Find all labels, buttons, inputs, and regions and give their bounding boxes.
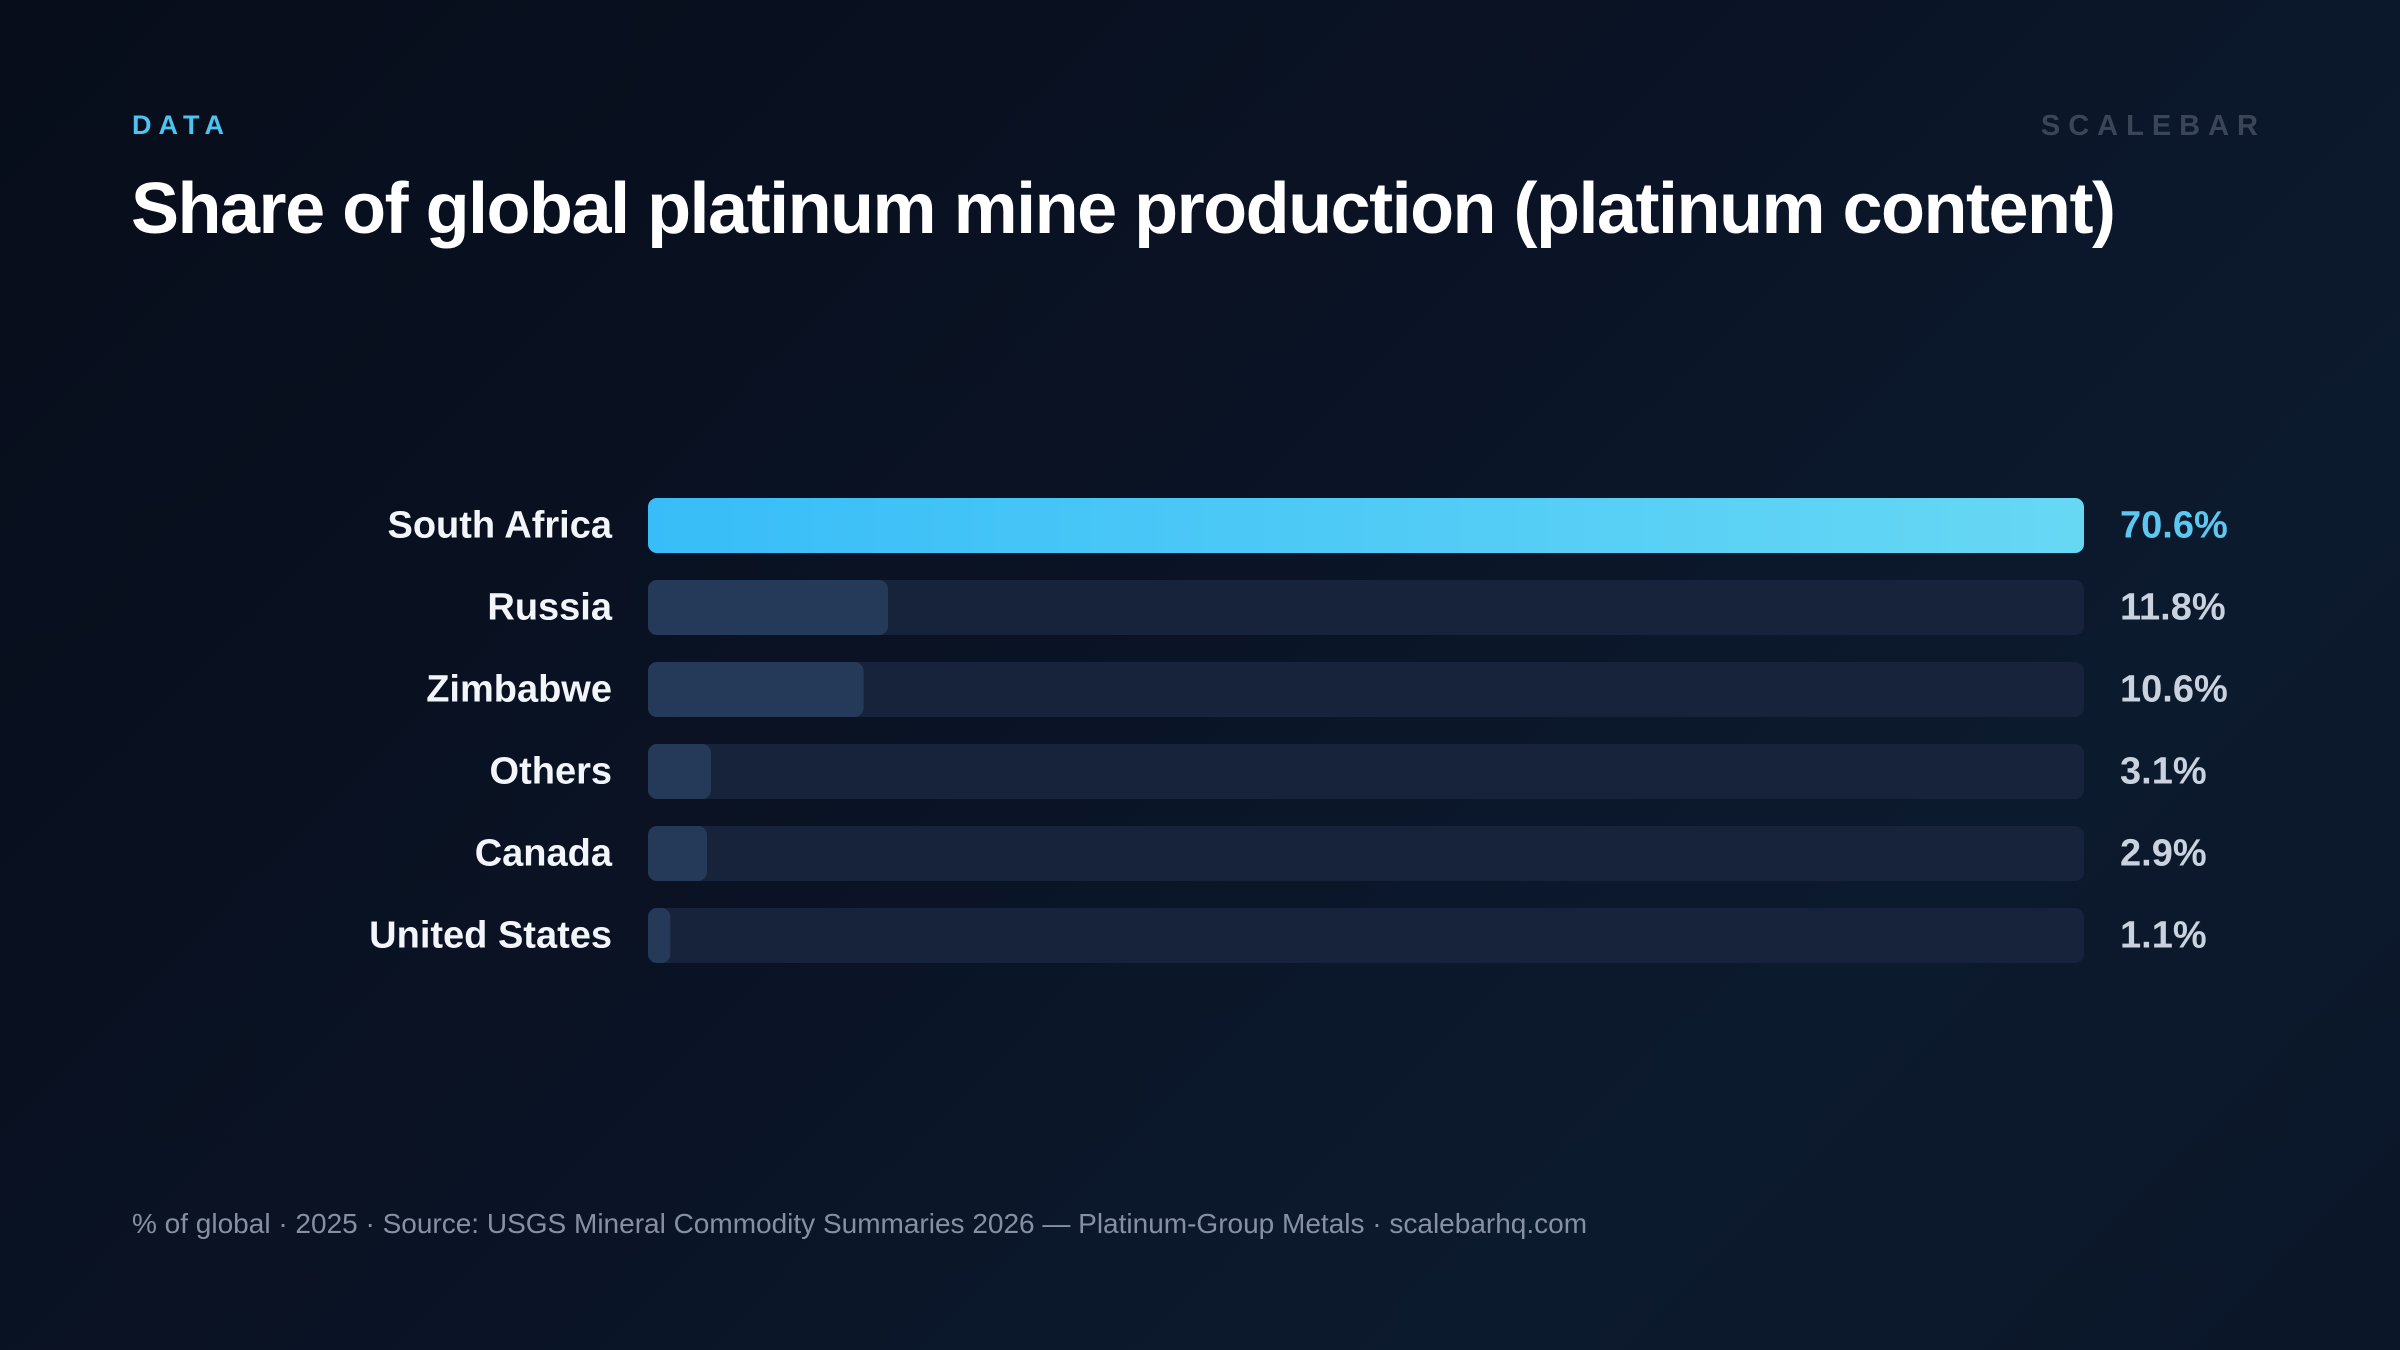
- value-label-others: 3.1%: [2120, 751, 2207, 793]
- bar-zimbabwe: [648, 662, 864, 717]
- bar-row-united-states: United States 1.1%: [369, 908, 2207, 963]
- section-eyebrow: DATA: [132, 110, 231, 140]
- bar-row-south-africa: South Africa 70.6%: [388, 498, 2228, 553]
- value-label-zimbabwe: 10.6%: [2120, 669, 2228, 711]
- bar-russia: [648, 580, 889, 635]
- value-label-united-states: 1.1%: [2120, 915, 2207, 957]
- bar-row-zimbabwe: Zimbabwe 10.6%: [426, 662, 2228, 717]
- brand-wordmark: SCALEBAR: [2040, 110, 2266, 142]
- bar-canada: [648, 826, 707, 881]
- chart-title: Share of global platinum mine production…: [131, 169, 2116, 249]
- bar-track-zimbabwe: [648, 662, 2084, 717]
- bar-row-others: Others 3.1%: [490, 744, 2207, 799]
- category-label-zimbabwe: Zimbabwe: [426, 669, 612, 711]
- bar-track-russia: [648, 580, 2084, 635]
- bar-united-states: [648, 908, 671, 963]
- category-label-united-states: United States: [369, 915, 612, 957]
- bar-south-africa: [648, 498, 2084, 553]
- bar-row-canada: Canada 2.9%: [475, 826, 2207, 881]
- value-label-canada: 2.9%: [2120, 833, 2207, 875]
- source-footnote: % of global · 2025 · Source: USGS Minera…: [132, 1208, 1588, 1239]
- bar-others: [648, 744, 712, 799]
- category-label-russia: Russia: [487, 587, 612, 629]
- value-label-south-africa: 70.6%: [2120, 505, 2228, 547]
- bar-row-russia: Russia 11.8%: [487, 580, 2226, 635]
- value-label-russia: 11.8%: [2120, 587, 2226, 629]
- category-label-canada: Canada: [475, 833, 613, 875]
- bar-track-others: [648, 744, 2084, 799]
- bar-track-united-states: [648, 908, 2084, 963]
- bar-track-canada: [648, 826, 2084, 881]
- category-label-south-africa: South Africa: [388, 505, 613, 547]
- category-label-others: Others: [490, 751, 612, 793]
